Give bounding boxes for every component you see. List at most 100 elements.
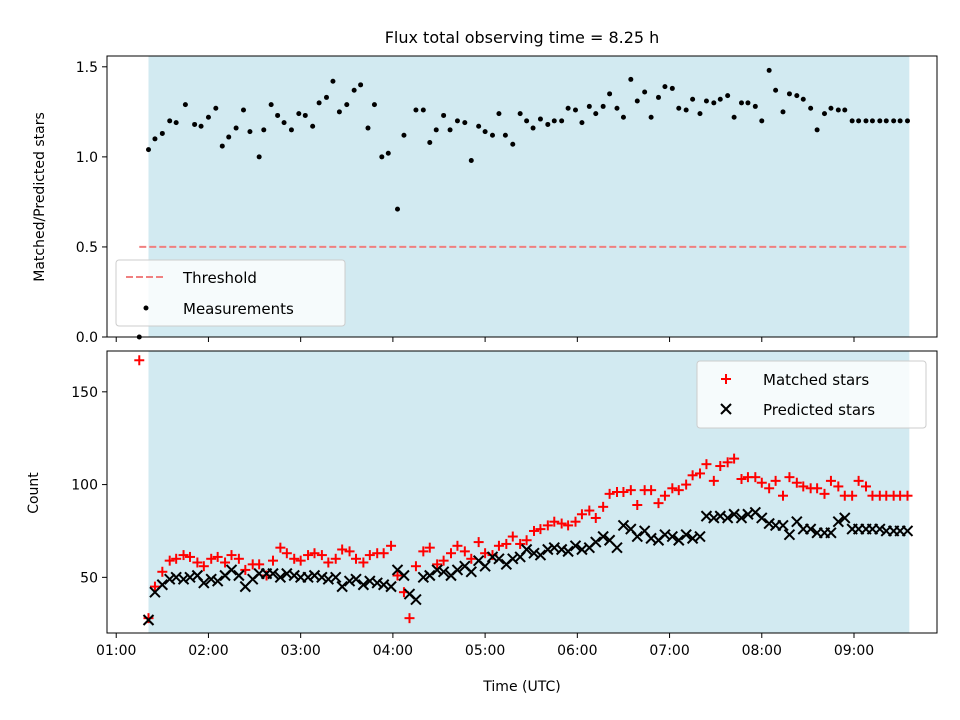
top-x-ticks bbox=[115, 337, 855, 342]
predicted-star-marker bbox=[350, 573, 362, 585]
matched-star-marker bbox=[281, 548, 292, 559]
predicted-star-marker bbox=[694, 530, 706, 543]
measurement-point bbox=[586, 103, 592, 109]
matched-star-marker bbox=[268, 555, 278, 566]
measurement-point bbox=[731, 114, 737, 120]
matched-star-marker bbox=[549, 516, 560, 527]
predicted-star-marker bbox=[590, 536, 602, 548]
matched-star-marker bbox=[206, 553, 217, 564]
predicted-star-marker bbox=[735, 512, 748, 524]
measurement-point bbox=[697, 111, 703, 117]
measurement-point bbox=[247, 129, 253, 135]
measurement-point bbox=[192, 121, 198, 127]
legend-predicted-swatch bbox=[720, 403, 732, 415]
matched-star-marker bbox=[149, 581, 160, 592]
bottom-legend: Matched stars Predicted stars bbox=[696, 360, 927, 429]
measurement-point bbox=[883, 118, 889, 124]
predicted-star-marker bbox=[555, 543, 568, 556]
measurement-point bbox=[607, 91, 613, 97]
matched-star-marker bbox=[392, 570, 403, 581]
matched-star-marker bbox=[715, 461, 726, 472]
legend-matched-label: Matched stars bbox=[763, 371, 869, 389]
matched-star-marker bbox=[378, 548, 389, 559]
matched-star-marker bbox=[432, 559, 443, 570]
predicted-star-marker bbox=[330, 571, 342, 584]
matched-star-marker bbox=[750, 472, 761, 483]
matched-star-marker bbox=[515, 538, 526, 549]
predicted-star-marker bbox=[156, 579, 169, 591]
matched-star-marker bbox=[424, 542, 435, 553]
measurement-point bbox=[524, 118, 530, 124]
predicted-star-marker bbox=[562, 545, 574, 558]
measurement-point bbox=[358, 82, 364, 88]
measurement-point bbox=[296, 111, 302, 117]
predicted-star-marker bbox=[274, 571, 287, 584]
measurement-point bbox=[642, 89, 648, 95]
measurement-point bbox=[814, 127, 820, 133]
predicted-star-marker bbox=[721, 512, 734, 524]
matched-star-marker bbox=[860, 481, 871, 492]
predicted-star-marker bbox=[336, 580, 348, 593]
matched-star-marker bbox=[452, 540, 463, 551]
legend-matched-marker bbox=[721, 374, 731, 384]
matched-star-marker bbox=[275, 542, 286, 553]
measurement-point bbox=[205, 114, 211, 120]
predicted-star-marker bbox=[611, 541, 623, 554]
measurement-point bbox=[268, 102, 274, 108]
matched-star-marker bbox=[701, 459, 712, 470]
measurement-point bbox=[401, 132, 407, 138]
legend-matched-swatch bbox=[721, 374, 731, 384]
matched-star-marker bbox=[847, 490, 858, 501]
matched-star-marker bbox=[576, 509, 587, 520]
measurement-point bbox=[786, 91, 792, 97]
measurement-point bbox=[600, 103, 606, 109]
y-tick-label: 0.5 bbox=[76, 240, 98, 256]
matched-star-marker bbox=[791, 477, 802, 488]
measurement-point bbox=[800, 96, 806, 102]
chart-title: Flux total observing time = 8.25 h bbox=[385, 28, 660, 47]
predicted-star-marker bbox=[316, 571, 328, 584]
matched-star-marker bbox=[902, 490, 913, 501]
measurement-point bbox=[427, 139, 433, 145]
matched-star-marker bbox=[386, 540, 397, 551]
measurement-point bbox=[808, 105, 814, 111]
measurement-point bbox=[579, 120, 585, 126]
matched-star-marker bbox=[570, 516, 581, 527]
predicted-star-marker bbox=[631, 530, 643, 543]
matched-star-marker bbox=[756, 477, 767, 488]
measurement-point bbox=[316, 100, 322, 106]
matched-star-marker bbox=[764, 483, 775, 494]
matched-star-marker bbox=[659, 490, 670, 501]
predicted-star-marker bbox=[542, 543, 554, 556]
matched-star-marker bbox=[295, 555, 306, 566]
measurement-point bbox=[395, 206, 400, 212]
matched-star-marker bbox=[418, 546, 429, 557]
matched-star-marker bbox=[459, 546, 470, 557]
predicted-star-marker bbox=[666, 530, 679, 543]
matched-star-marker bbox=[653, 498, 664, 509]
measurement-point bbox=[198, 123, 204, 129]
matched-star-marker bbox=[364, 550, 375, 561]
bottom-y-ticks: 50 100 150 bbox=[71, 385, 107, 586]
measurement-points bbox=[136, 67, 910, 340]
predicted-star-marker bbox=[673, 534, 685, 546]
legend-predicted-label: Predicted stars bbox=[763, 401, 875, 419]
matched-star-marker bbox=[563, 520, 574, 531]
predicted-star-marker bbox=[569, 540, 582, 552]
measurement-point bbox=[690, 96, 696, 102]
x-tick-label: 07:00 bbox=[649, 643, 689, 659]
matched-star-marker bbox=[625, 485, 636, 496]
bottom-y-axis-label: Count bbox=[26, 472, 42, 514]
measurement-point bbox=[711, 100, 717, 106]
matched-star-marker bbox=[507, 531, 518, 542]
matched-star-marker bbox=[784, 472, 795, 483]
matched-star-marker bbox=[143, 613, 154, 624]
measurement-point bbox=[849, 118, 855, 124]
measurement-point bbox=[628, 76, 634, 82]
matched-star-marker bbox=[330, 553, 341, 564]
matched-star-marker bbox=[736, 474, 747, 485]
measurement-point bbox=[877, 118, 883, 124]
matched-star-marker bbox=[185, 551, 195, 562]
x-tick-label: 09:00 bbox=[834, 643, 874, 659]
